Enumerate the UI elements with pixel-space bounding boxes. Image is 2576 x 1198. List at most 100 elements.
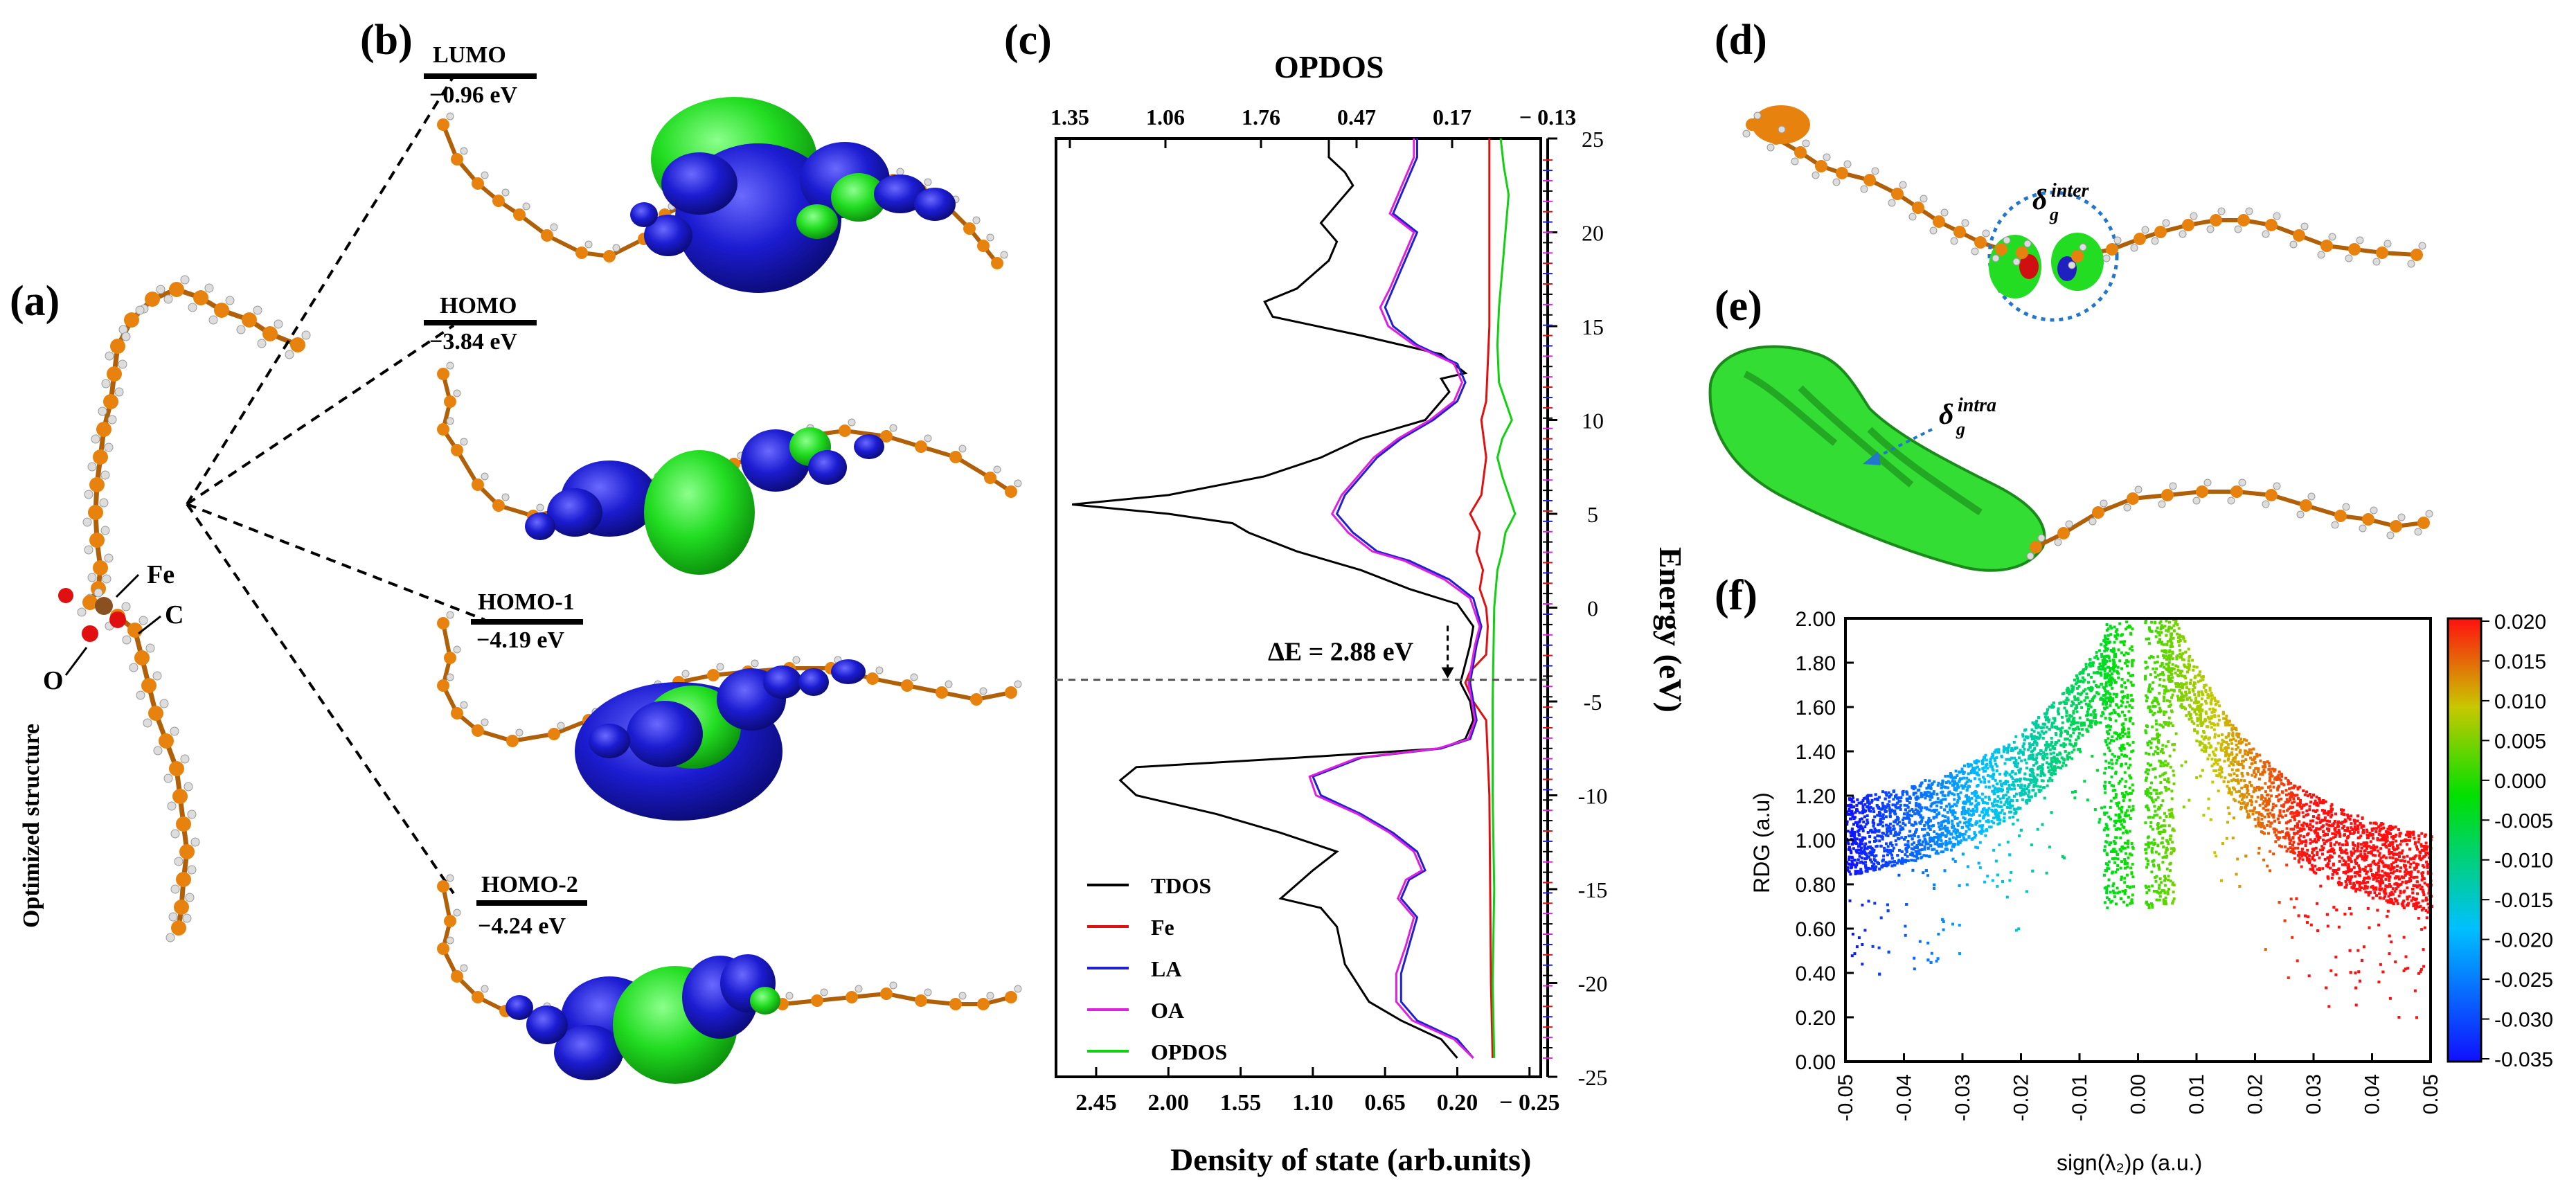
orbital-carbon-atom	[492, 499, 505, 512]
structure-hydrogen-atom	[184, 782, 193, 792]
inter-hydrogen-atom	[1940, 208, 1949, 217]
rdg-scatter-point	[1887, 830, 1890, 833]
rdg-scatter-point	[2388, 877, 2391, 880]
rdg-scatter-point	[2010, 870, 2013, 874]
rdg-scatter-point	[1976, 765, 1979, 769]
rdg-scatter-point	[2399, 889, 2402, 893]
rdg-scatter-point	[2018, 834, 2021, 837]
rdg-scatter-point	[2396, 883, 2399, 886]
structure-hydrogen-atom	[118, 359, 127, 369]
rdg-scatter-point	[2323, 819, 2326, 822]
rdg-scatter-point	[2289, 794, 2293, 798]
rdg-scatter-point	[2288, 787, 2291, 790]
rdg-scatter-point	[2185, 692, 2188, 696]
rdg-scatter-point	[1917, 803, 1921, 806]
rdg-scatter-point	[1984, 769, 1987, 773]
rdg-scatter-point	[2388, 952, 2391, 956]
rdg-scatter-point	[2037, 766, 2040, 769]
orbital-hydrogen-atom	[972, 216, 981, 224]
rdg-scatter-point	[2385, 899, 2388, 902]
rdg-scatter-point	[2264, 782, 2267, 785]
rdg-scatter-point	[2174, 622, 2177, 625]
rdg-scatter-point	[2303, 793, 2307, 796]
structure-hydrogen-atom	[138, 616, 148, 625]
rdg-scatter-point	[2082, 680, 2085, 683]
rdg-scatter-point	[1987, 785, 1991, 789]
rdg-scatter-point	[2198, 713, 2201, 717]
rdg-scatter-point	[1910, 859, 1913, 862]
rdg-scatter-point	[2363, 853, 2367, 856]
rdg-scatter-point	[2330, 877, 2334, 879]
rdg-scatter-point	[1893, 834, 1896, 837]
inter-hydrogen-atom	[1871, 167, 1879, 175]
rdg-scatter-point	[2319, 884, 2323, 888]
rdg-scatter-point	[2182, 658, 2185, 661]
rdg-scatter-point	[2023, 778, 2027, 781]
rdg-scatter-point	[2327, 813, 2330, 816]
rdg-scatter-point	[2365, 828, 2368, 832]
rdg-scatter-point	[2201, 678, 2205, 681]
rdg-scatter-point	[1850, 832, 1854, 835]
rdg-scatter-point	[2235, 743, 2238, 746]
rdg-scatter-point	[2005, 895, 2009, 899]
orbital-carbon-atom	[936, 686, 948, 699]
intra-hydrogen-atom	[2386, 531, 2395, 539]
structure-hydrogen-atom	[190, 837, 200, 847]
rdg-scatter-point	[1939, 836, 1942, 839]
rdg-scatter-point	[2109, 680, 2113, 683]
panel-label-a: (a)	[10, 278, 60, 325]
rdg-scatter-point	[2235, 753, 2239, 756]
intra-hydrogen-atom	[2238, 479, 2246, 487]
rdg-scatter-point	[2371, 846, 2374, 850]
rdg-scatter-point	[2338, 859, 2341, 863]
rdg-scatter-point	[1852, 847, 1855, 850]
rdg-scatter-point	[2371, 828, 2374, 830]
rdg-scatter-point	[2325, 823, 2329, 826]
rdg-scatter-point	[2415, 845, 2418, 848]
rdg-scatter-point	[2237, 801, 2241, 804]
rdg-scatter-point	[1953, 843, 1956, 846]
orbital-hydrogen-atom	[536, 503, 544, 512]
structure-hydrogen-atom	[136, 690, 145, 700]
orbital-energy-lumo: −0.96 eV	[429, 82, 517, 108]
rdg-scatter-point	[1850, 800, 1854, 803]
orbital-hydrogen-atom	[481, 985, 489, 993]
rdg-scatter-point	[2079, 700, 2083, 704]
rdg-scatter-point	[1896, 796, 1899, 800]
orbital-carbon-atom	[541, 229, 553, 242]
rdg-scatter-point	[2228, 789, 2231, 792]
rdg-scatter-point	[1954, 789, 1958, 792]
rdg-scatter-point	[2289, 897, 2293, 901]
rdg-scatter-point	[2316, 838, 2320, 841]
rdg-scatter-point	[2190, 717, 2193, 720]
rdg-scatter-point	[1873, 798, 1877, 801]
orbital-carbon-atom	[437, 679, 449, 692]
rdg-scatter-point	[1962, 816, 1965, 819]
rdg-scatter-point	[2179, 656, 2182, 659]
rdg-scatter-point	[1920, 792, 1923, 796]
rdg-scatter-point	[2363, 868, 2367, 872]
inter-hydrogen-atom	[1961, 219, 1969, 227]
rdg-scatter-point	[2273, 830, 2276, 834]
rdg-scatter-point	[2314, 799, 2317, 803]
inter-carbon-atom	[2293, 229, 2305, 242]
rdg-scatter-point	[1935, 850, 1939, 853]
rdg-scatter-point	[1962, 836, 1965, 839]
orbital-hydrogen-atom	[453, 389, 461, 397]
rdg-scatter-point	[2066, 737, 2069, 741]
rdg-scatter-point	[2007, 784, 2011, 787]
rdg-scatter-point	[1889, 829, 1893, 832]
rdg-scatter-point	[2271, 808, 2274, 812]
inter-hydrogen-atom	[1766, 143, 1775, 152]
rdg-scatter-point	[2379, 823, 2382, 827]
rdg-scatter-point	[2269, 785, 2272, 789]
rdg-scatter-point	[2422, 965, 2426, 968]
rdg-scatter-point	[2048, 776, 2052, 780]
rdg-scatter-point	[1920, 806, 1924, 810]
rdg-scatter-point	[1865, 852, 1868, 856]
orbital-carbon-atom	[970, 693, 983, 706]
inter-hydrogen-atom	[1899, 181, 1907, 189]
orbital-hydrogen-atom	[875, 666, 884, 674]
rdg-scatter-point	[2392, 902, 2395, 906]
structure-hydrogen-atom	[187, 810, 197, 819]
